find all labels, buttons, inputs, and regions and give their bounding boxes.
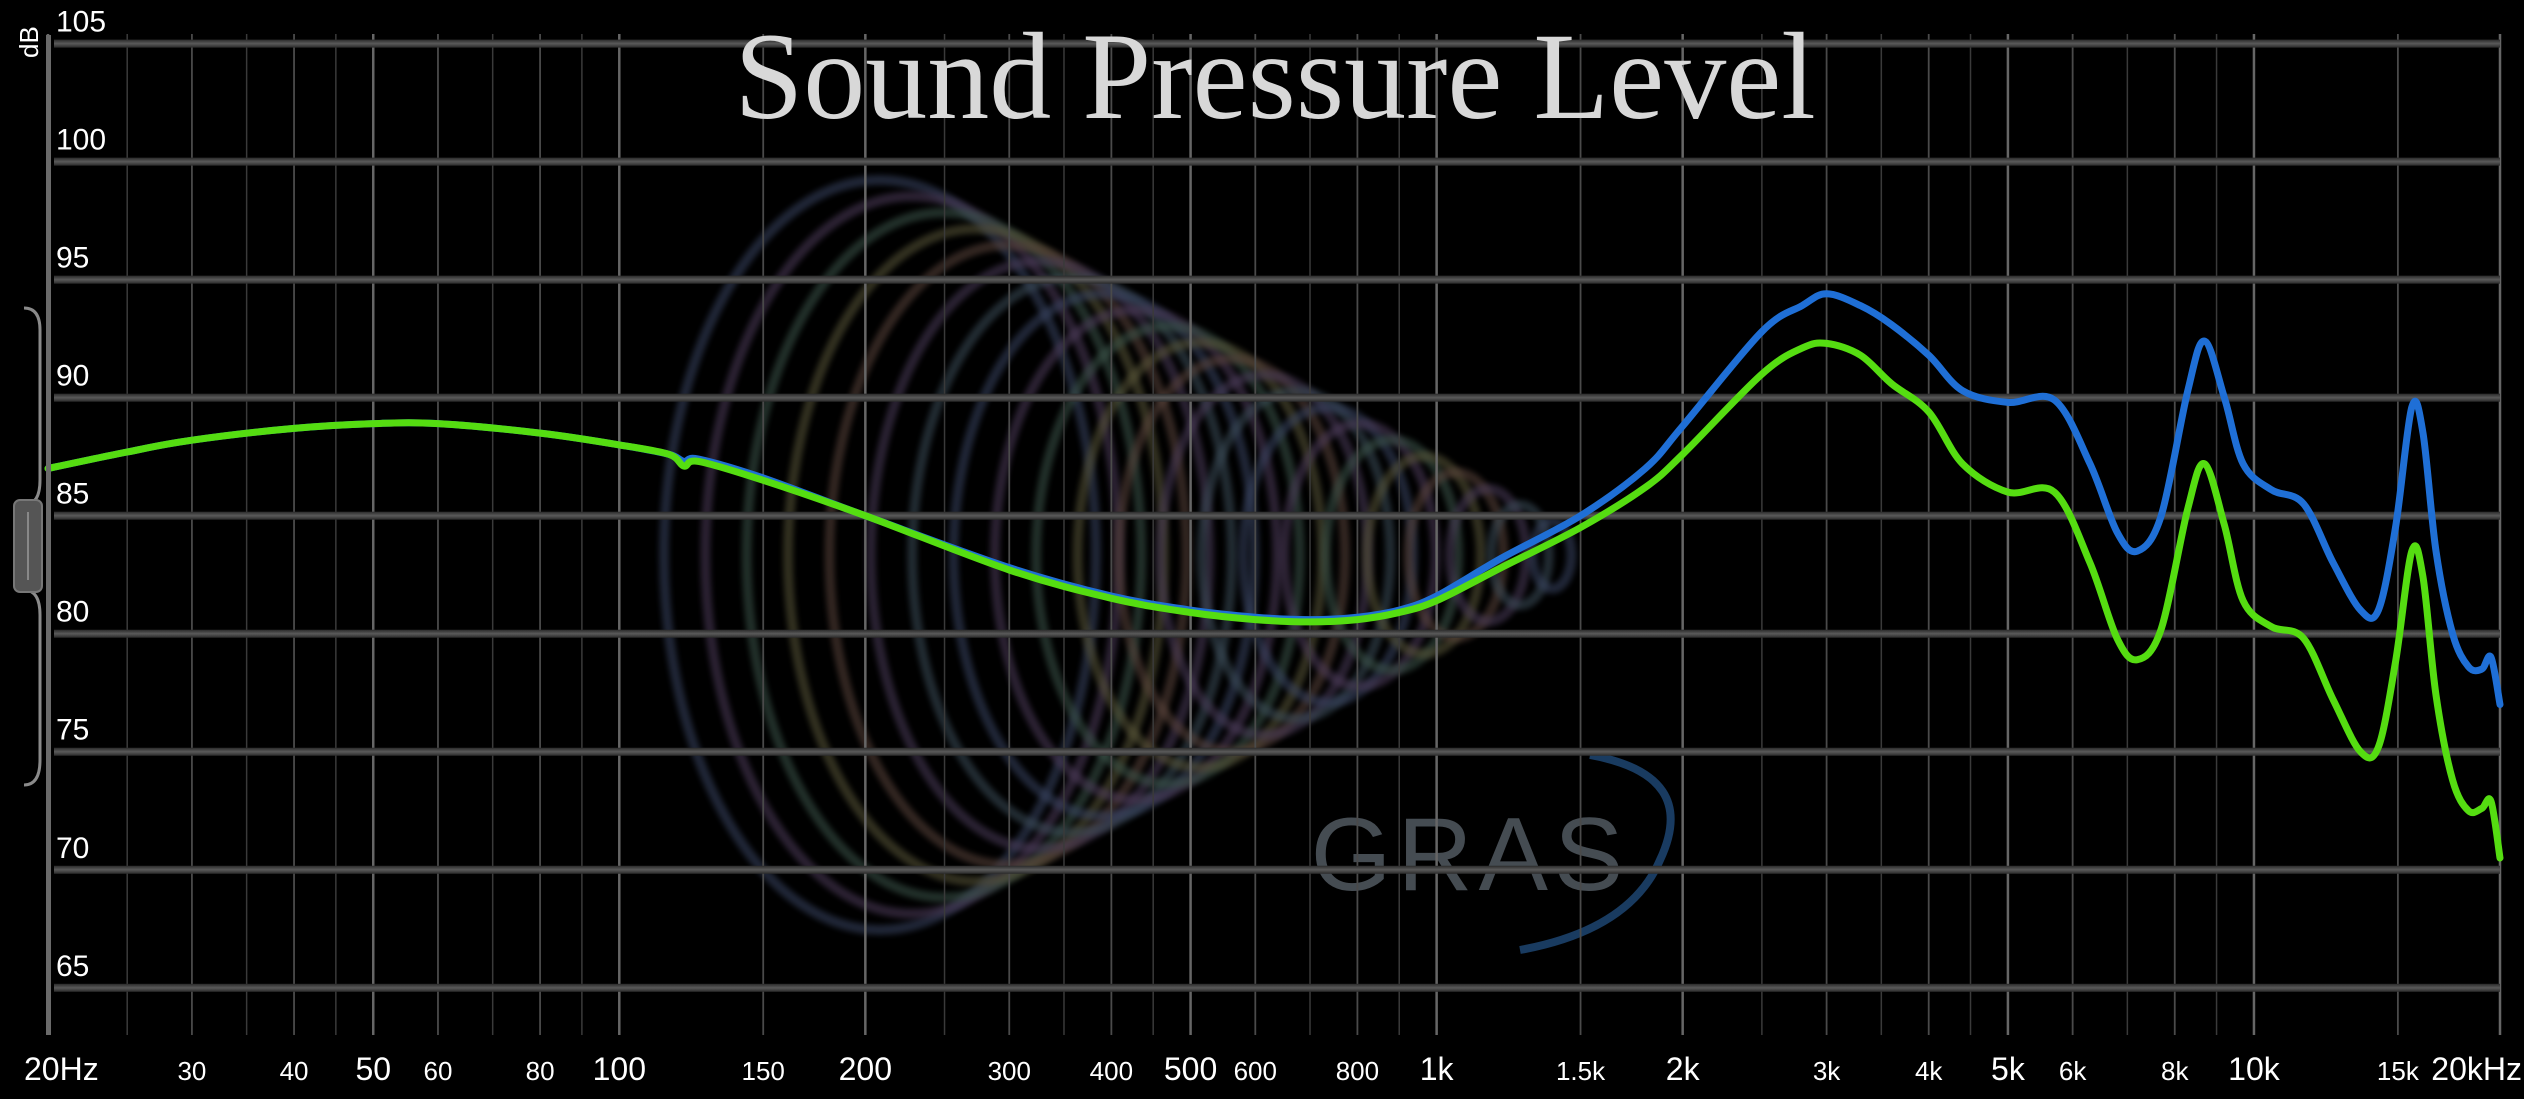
watermark-ring <box>1362 451 1486 659</box>
gridline-70 <box>54 865 2500 874</box>
x-tick-150: 150 <box>742 1056 785 1086</box>
y-tick-labels: 105 100 95 90 85 80 75 70 65 <box>56 6 106 983</box>
gridline-85 <box>54 511 2500 520</box>
gridline-105 <box>54 39 2500 48</box>
horizontal-gridlines <box>54 39 2500 992</box>
watermark-ring <box>1320 435 1464 675</box>
y-tick-100: 100 <box>56 124 106 157</box>
x-tick-800: 800 <box>1336 1056 1379 1086</box>
series-line-2 <box>44 339 2504 862</box>
x-tick-80: 80 <box>526 1056 555 1086</box>
x-tick-5k: 5k <box>1991 1051 2026 1087</box>
watermark: GRAS <box>659 175 1675 954</box>
gridline-95 <box>54 275 2500 284</box>
x-tick-40: 40 <box>280 1056 309 1086</box>
watermark-ring <box>1196 386 1396 724</box>
x-tick-50: 50 <box>355 1051 391 1087</box>
y-tick-95: 95 <box>56 242 89 275</box>
y-tick-75: 75 <box>56 714 89 747</box>
x-tick-4k: 4k <box>1915 1056 1943 1086</box>
x-tick-20Hz: 20Hz <box>24 1051 99 1087</box>
watermark-ring <box>989 305 1283 805</box>
y-axis-label: dB <box>14 26 44 58</box>
y-tick-80: 80 <box>56 596 89 629</box>
y-tick-85: 85 <box>56 478 89 511</box>
x-tick-300: 300 <box>988 1056 1031 1086</box>
watermark-ring <box>659 175 1101 935</box>
y-axis-decoration <box>13 35 51 1035</box>
x-tick-10k: 10k <box>2228 1051 2281 1087</box>
y-axis-bar <box>46 35 51 1035</box>
x-tick-6k: 6k <box>2059 1056 2087 1086</box>
gridline-100 <box>54 157 2500 166</box>
gridline-75 <box>54 747 2500 756</box>
watermark-ring <box>1486 500 1554 610</box>
x-tick-500: 500 <box>1164 1051 1217 1087</box>
x-tick-3k: 3k <box>1813 1056 1841 1086</box>
watermark-ring <box>824 240 1192 870</box>
x-tick-15k: 15k <box>2377 1056 2420 1086</box>
x-tick-8k: 8k <box>2161 1056 2189 1086</box>
x-tick-60: 60 <box>424 1056 453 1086</box>
x-tick-600: 600 <box>1234 1056 1277 1086</box>
y-tick-65: 65 <box>56 950 89 983</box>
x-tick-200: 200 <box>839 1051 892 1087</box>
watermark-ring <box>1031 321 1305 789</box>
x-tick-20kHz: 20kHz <box>2431 1051 2522 1087</box>
x-tick-400: 400 <box>1090 1056 1133 1086</box>
x-tick-30: 30 <box>177 1056 206 1086</box>
series-lines <box>44 290 2504 862</box>
y-tick-90: 90 <box>56 360 89 393</box>
gridline-80 <box>54 629 2500 638</box>
gridline-90 <box>54 393 2500 402</box>
gras-logo-text: GRAS <box>1311 797 1630 913</box>
x-tick-1.5k: 1.5k <box>1556 1056 1606 1086</box>
x-tick-2k: 2k <box>1666 1051 1701 1087</box>
gridline-65 <box>54 983 2500 992</box>
watermark-ring <box>865 256 1215 854</box>
x-tick-100: 100 <box>593 1051 646 1087</box>
x-tick-labels: 20Hz 30 40 50 60 80 100 150 200 300 400 500 600 800 1k… <box>24 1051 2522 1087</box>
series-line-1 <box>44 290 2504 708</box>
chart-title: Sound Pressure Level <box>734 8 1815 145</box>
x-tick-1k: 1k <box>1420 1051 1455 1087</box>
y-tick-105: 105 <box>56 6 106 39</box>
y-tick-70: 70 <box>56 832 89 865</box>
